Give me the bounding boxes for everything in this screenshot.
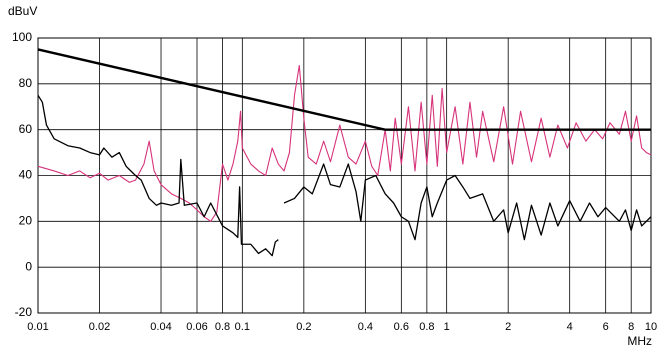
y-tick-label: 100 [12,30,32,44]
x-tick-label: 0.4 [358,321,373,333]
data-line [37,48,651,131]
data-line [37,64,652,222]
x-tick-label: 0.8 [419,321,434,333]
x-tick-label: 0.1 [235,321,250,333]
y-tick-label: 80 [19,76,33,90]
x-tick-label: 1 [444,321,450,333]
x-tick-label: 8 [628,321,634,333]
x-tick-label: 10 [645,321,657,333]
x-tick-label: 0.04 [150,321,171,333]
x-tick-label: 2 [505,321,511,333]
x-axis-label: MHz [627,334,652,348]
x-tick-label: 0.01 [27,321,48,333]
x-tick-label: 0.8 [215,321,230,333]
y-tick-label: 40 [19,168,33,182]
x-tick-label: 0.02 [89,321,110,333]
y-tick-label: 20 [19,214,33,228]
y-tick-label: 60 [19,122,33,136]
x-tick-label: 0.6 [394,321,409,333]
plot-frame [37,37,652,314]
y-tick-label: -20 [15,305,33,319]
y-tick-label: 0 [25,259,32,273]
x-tick-label: 6 [603,321,609,333]
data-line [37,94,652,257]
x-tick-label: 0.06 [186,321,207,333]
x-tick-label: 4 [567,321,573,333]
y-axis-label: dBuV [8,4,37,18]
x-tick-label: 0.2 [296,321,311,333]
